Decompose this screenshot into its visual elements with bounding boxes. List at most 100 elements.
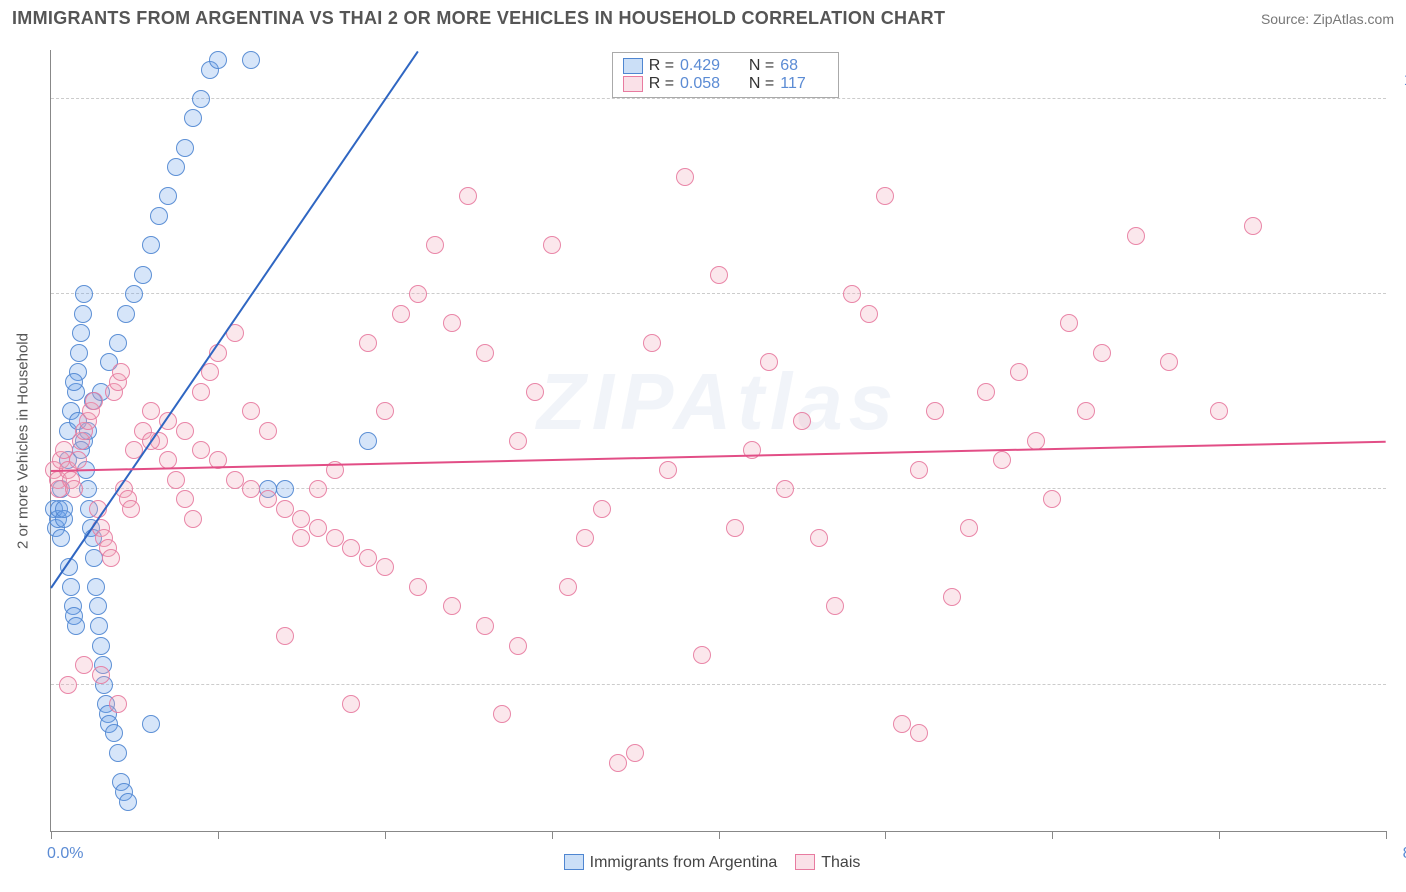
data-point xyxy=(109,744,127,762)
data-point xyxy=(167,158,185,176)
data-point xyxy=(276,627,294,645)
data-point xyxy=(109,334,127,352)
data-point xyxy=(1160,353,1178,371)
data-point xyxy=(74,305,92,323)
data-point xyxy=(89,597,107,615)
data-point xyxy=(259,490,277,508)
data-point xyxy=(893,715,911,733)
data-point xyxy=(476,344,494,362)
stats-row: R = 0.429 N = 68 xyxy=(623,57,829,75)
legend-swatch xyxy=(795,854,815,870)
data-point xyxy=(1093,344,1111,362)
stat-value-r: 0.058 xyxy=(680,75,728,93)
data-point xyxy=(192,383,210,401)
data-point xyxy=(342,539,360,557)
data-point xyxy=(1127,227,1145,245)
data-point xyxy=(112,363,130,381)
data-point xyxy=(167,471,185,489)
title-bar: IMMIGRANTS FROM ARGENTINA VS THAI 2 OR M… xyxy=(0,0,1406,37)
data-point xyxy=(509,637,527,655)
data-point xyxy=(85,392,103,410)
legend-label: Immigrants from Argentina xyxy=(590,854,778,871)
data-point xyxy=(359,432,377,450)
scatter-plot: 2 or more Vehicles in Household R = 0.42… xyxy=(50,50,1386,832)
data-point xyxy=(376,558,394,576)
data-point xyxy=(65,373,83,391)
data-point xyxy=(125,285,143,303)
stats-row: R = 0.058 N = 117 xyxy=(623,75,829,93)
legend-label: Thais xyxy=(821,854,860,871)
x-tick xyxy=(1219,831,1220,839)
data-point xyxy=(292,529,310,547)
data-point xyxy=(1077,402,1095,420)
stat-label-n: N = xyxy=(749,57,774,75)
trend-line xyxy=(51,440,1386,471)
data-point xyxy=(209,51,227,69)
data-point xyxy=(609,754,627,772)
data-point xyxy=(626,744,644,762)
data-point xyxy=(1027,432,1045,450)
data-point xyxy=(72,324,90,342)
y-axis-label: 2 or more Vehicles in Household xyxy=(15,333,32,549)
data-point xyxy=(426,236,444,254)
data-point xyxy=(159,187,177,205)
data-point xyxy=(242,51,260,69)
stat-label-n: N = xyxy=(749,75,774,93)
data-point xyxy=(876,187,894,205)
data-point xyxy=(176,422,194,440)
data-point xyxy=(693,646,711,664)
data-point xyxy=(276,480,294,498)
x-tick xyxy=(1386,831,1387,839)
data-point xyxy=(409,578,427,596)
data-point xyxy=(443,597,461,615)
x-tick xyxy=(51,831,52,839)
data-point xyxy=(993,451,1011,469)
data-point xyxy=(860,305,878,323)
data-point xyxy=(726,519,744,537)
data-point xyxy=(65,480,83,498)
data-point xyxy=(776,480,794,498)
data-point xyxy=(1244,217,1262,235)
data-point xyxy=(176,490,194,508)
stat-label-r: R = xyxy=(649,57,674,75)
data-point xyxy=(342,695,360,713)
data-point xyxy=(176,139,194,157)
x-tick xyxy=(885,831,886,839)
data-point xyxy=(509,432,527,450)
bottom-legend: Immigrants from Argentina Thais xyxy=(0,854,1406,872)
data-point xyxy=(259,422,277,440)
data-point xyxy=(70,344,88,362)
y-tick-label: 100.0% xyxy=(1394,72,1406,90)
x-tick xyxy=(218,831,219,839)
x-tick xyxy=(719,831,720,839)
data-point xyxy=(710,266,728,284)
legend-swatch xyxy=(623,58,643,74)
data-point xyxy=(910,724,928,742)
data-point xyxy=(960,519,978,537)
data-point xyxy=(150,207,168,225)
data-point xyxy=(142,236,160,254)
data-point xyxy=(977,383,995,401)
data-point xyxy=(276,500,294,518)
data-point xyxy=(67,617,85,635)
data-point xyxy=(493,705,511,723)
data-point xyxy=(526,383,544,401)
data-point xyxy=(409,285,427,303)
data-point xyxy=(105,724,123,742)
data-point xyxy=(826,597,844,615)
x-tick xyxy=(1052,831,1053,839)
data-point xyxy=(476,617,494,635)
data-point xyxy=(810,529,828,547)
data-point xyxy=(359,334,377,352)
data-point xyxy=(75,656,93,674)
data-point xyxy=(392,305,410,323)
data-point xyxy=(359,549,377,567)
data-point xyxy=(192,90,210,108)
gridline xyxy=(51,98,1386,99)
data-point xyxy=(92,637,110,655)
data-point xyxy=(843,285,861,303)
data-point xyxy=(87,578,105,596)
legend-swatch xyxy=(564,854,584,870)
data-point xyxy=(910,461,928,479)
data-point xyxy=(543,236,561,254)
